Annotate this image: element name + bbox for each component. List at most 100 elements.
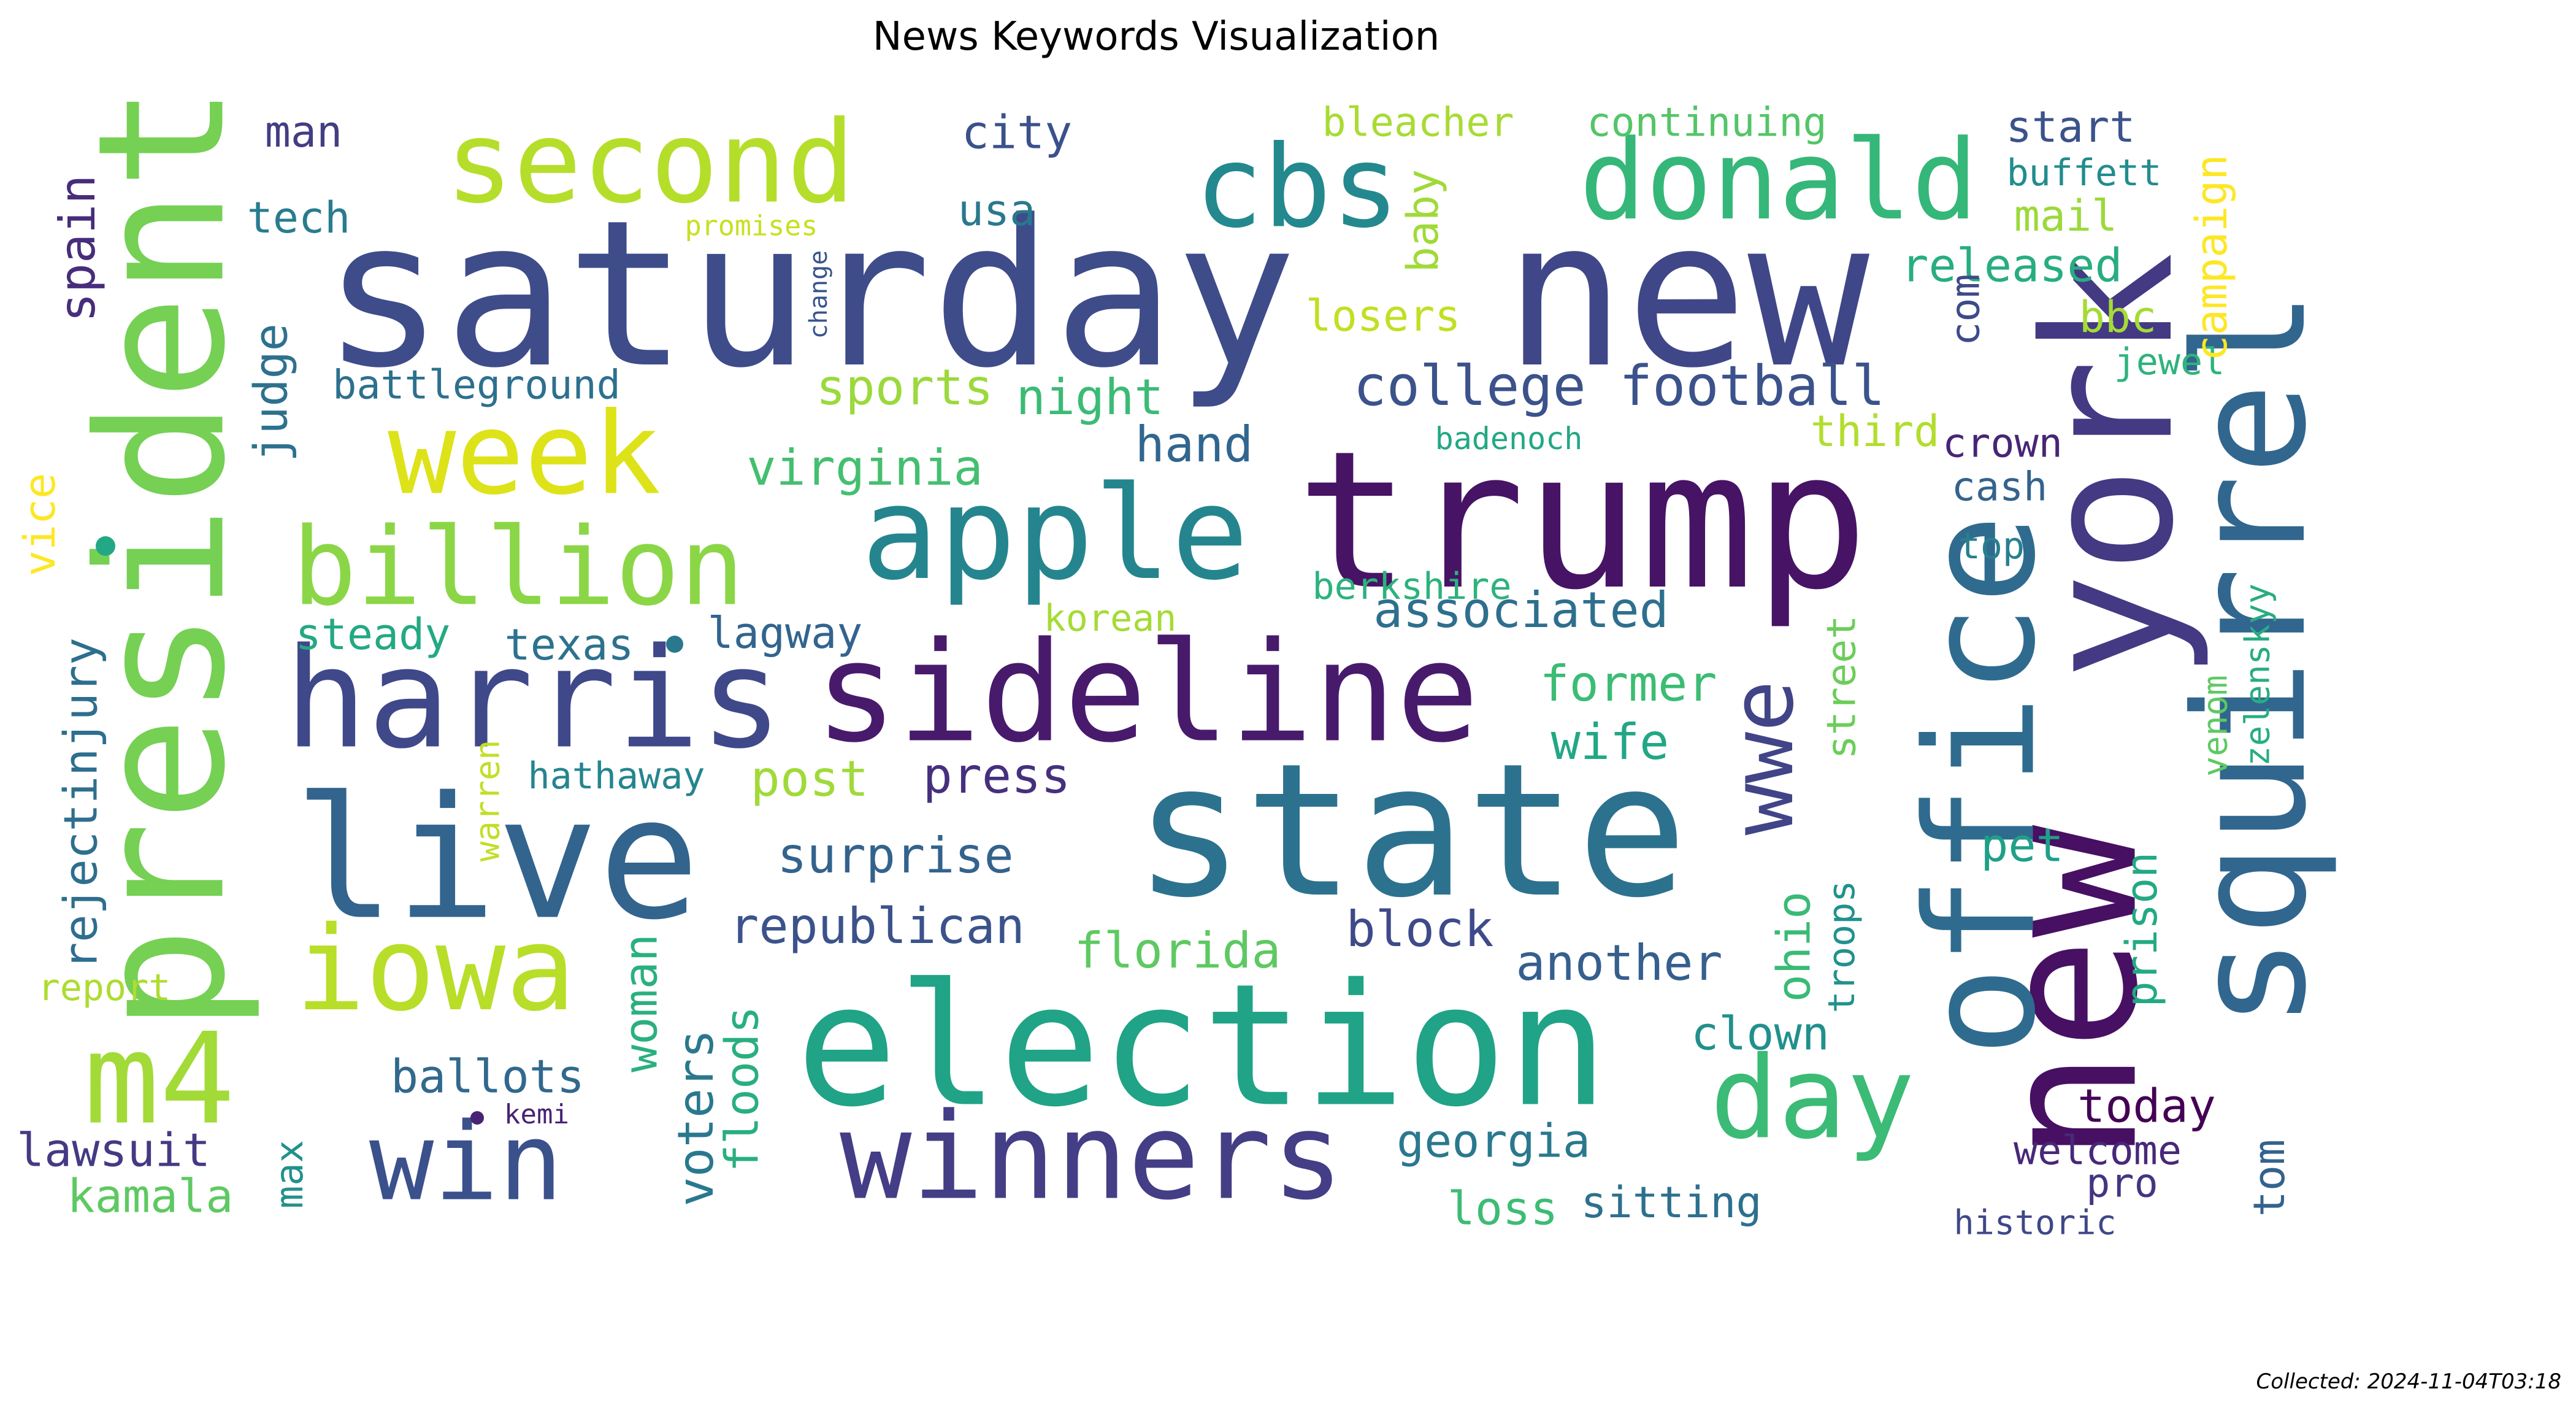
- word-lagway: lagway: [707, 608, 863, 658]
- word-losers: losers: [1305, 291, 1461, 341]
- word-hand: hand: [1135, 416, 1254, 473]
- dot-2: [666, 636, 683, 653]
- word-crown: crown: [1942, 420, 2063, 467]
- word-tom: tom: [2244, 1139, 2294, 1217]
- word-voters: voters: [667, 1029, 724, 1207]
- word-kemi: kemi: [504, 1099, 569, 1130]
- word-third: third: [1810, 406, 1940, 456]
- word-korean: korean: [1043, 597, 1177, 640]
- word-republican: republican: [729, 898, 1025, 955]
- word-virginia: virginia: [746, 439, 983, 496]
- word-campaign: campaign: [2187, 154, 2237, 361]
- word-badenoch: badenoch: [1435, 421, 1583, 456]
- word-ohio: ohio: [1766, 891, 1821, 1003]
- word-florida: florida: [1074, 922, 1281, 979]
- dot-1: [96, 536, 115, 556]
- word-change: change: [805, 250, 833, 339]
- word-iowa: iowa: [295, 901, 576, 1037]
- word-tech: tech: [247, 193, 351, 243]
- word-start: start: [2006, 102, 2136, 152]
- word-live: live: [293, 760, 700, 957]
- word-steady: steady: [295, 609, 451, 660]
- word-mail: mail: [2014, 191, 2118, 241]
- word-surprise: surprise: [777, 827, 1014, 884]
- word-jewel: jewel: [2114, 341, 2225, 383]
- word-warren: warren: [467, 739, 507, 862]
- word-continuing: continuing: [1587, 99, 1827, 146]
- word-pro: pro: [2086, 1160, 2158, 1207]
- word-buffett: buffett: [2006, 152, 2162, 194]
- word-hathaway: hathaway: [527, 755, 705, 798]
- word-wwe: wwe: [1713, 680, 1813, 836]
- word-saturday: saturday: [322, 177, 1297, 412]
- word-city: city: [961, 105, 1073, 160]
- word-prison: prison: [2117, 852, 2167, 1007]
- word-georgia: georgia: [1396, 1114, 1591, 1168]
- word-pet: pet: [1980, 818, 2064, 872]
- word-rejectinjury: rejectinjury: [53, 637, 108, 970]
- word-today: today: [2077, 1079, 2216, 1133]
- word-released: released: [1901, 238, 2123, 293]
- word-donald: donald: [1579, 117, 1979, 245]
- word-floods: floods: [715, 1006, 769, 1172]
- word-winners: winners: [840, 1087, 1344, 1226]
- word-usa: usa: [957, 185, 1036, 236]
- word-max: max: [267, 1140, 312, 1209]
- word-new: new: [1503, 177, 1870, 412]
- word-cash: cash: [1951, 464, 2048, 510]
- word-night: night: [1016, 369, 1164, 426]
- word-bbc: bbc: [2079, 292, 2157, 342]
- word-street: street: [1819, 615, 1865, 760]
- word-judge: judge: [243, 323, 298, 462]
- word-win: win: [369, 1100, 564, 1225]
- word-man: man: [264, 107, 343, 157]
- word-vice: vice: [15, 472, 65, 577]
- word-texas: texas: [504, 620, 634, 670]
- word-post: post: [750, 750, 869, 807]
- word-m4: m4: [83, 1006, 236, 1153]
- word-com: com: [1942, 274, 1989, 346]
- dot-3: [470, 1111, 484, 1125]
- word-apple: apple: [861, 458, 1249, 609]
- word-welcome: welcome: [2014, 1128, 2182, 1174]
- word-ballots: ballots: [390, 1049, 585, 1104]
- word-venom: venom: [2195, 675, 2235, 777]
- word-former: former: [1539, 655, 1717, 712]
- word-state: state: [1133, 724, 1688, 938]
- collected-timestamp: Collected: 2024-11-04T03:18: [2256, 1369, 2561, 1394]
- word-sideline: sideline: [815, 612, 1479, 774]
- word-troops: troops: [1820, 880, 1863, 1014]
- word-report: report: [37, 966, 171, 1009]
- word-day: day: [1709, 1031, 1915, 1164]
- chart-title: News Keywords Visualization: [872, 14, 1440, 60]
- word-spain: spain: [49, 174, 106, 323]
- word-week: week: [388, 387, 661, 520]
- word-bleacher: bleacher: [1322, 99, 1514, 146]
- word-promises: promises: [684, 209, 818, 242]
- word-wife: wife: [1551, 714, 1669, 771]
- word-zelenskyy: zelenskyy: [2237, 583, 2277, 767]
- word-election: election: [795, 947, 1609, 1144]
- word-clown: clown: [1691, 1006, 1830, 1061]
- word-associated: associated: [1373, 582, 1669, 639]
- word-battleground: battleground: [332, 362, 621, 409]
- word-office: office: [1893, 514, 2069, 1057]
- word-harris: harris: [284, 618, 783, 780]
- word-loss: loss: [1447, 1181, 1558, 1236]
- word-college-football: college football: [1353, 354, 1885, 418]
- word-sports: sports: [816, 359, 994, 416]
- word-baby: baby: [1398, 169, 1448, 273]
- word-sitting: sitting: [1581, 1177, 1762, 1228]
- word-billion: billion: [292, 505, 745, 630]
- word-top: top: [1958, 525, 2025, 568]
- word-berkshire: berkshire: [1312, 565, 1512, 608]
- word-cbs: cbs: [1194, 120, 1400, 253]
- word-block: block: [1346, 901, 1494, 958]
- word-woman: woman: [613, 934, 668, 1072]
- word-another: another: [1516, 934, 1723, 991]
- word-second: second: [445, 96, 856, 229]
- word-lawsuit: lawsuit: [16, 1123, 211, 1177]
- word-press: press: [922, 747, 1071, 804]
